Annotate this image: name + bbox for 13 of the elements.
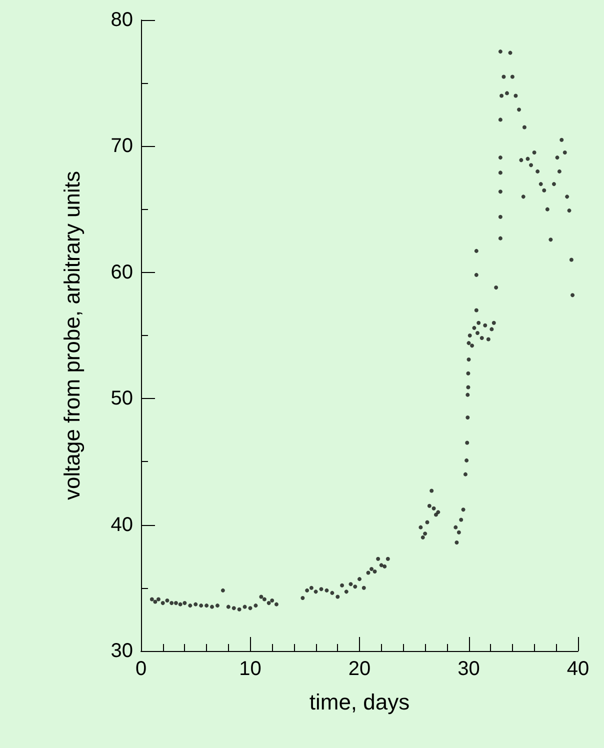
y-axis-title: voltage from probe, arbitrary units [60,171,84,500]
x-tick-label: 10 [239,658,262,680]
y-tick-label: 70 [110,135,133,158]
x-axis-title: time, days [309,690,410,714]
x-tick-label: 40 [566,658,590,680]
x-tick-label: 30 [458,658,480,680]
y-tick-label: 50 [110,388,133,410]
y-tick-label: 80 [110,9,133,31]
y-tick-label: 60 [110,261,133,284]
y-tick-label: 30 [110,640,133,662]
x-tick-label: 0 [135,658,147,680]
y-tick-label: 40 [110,514,133,536]
x-tick-label: 20 [348,658,371,680]
